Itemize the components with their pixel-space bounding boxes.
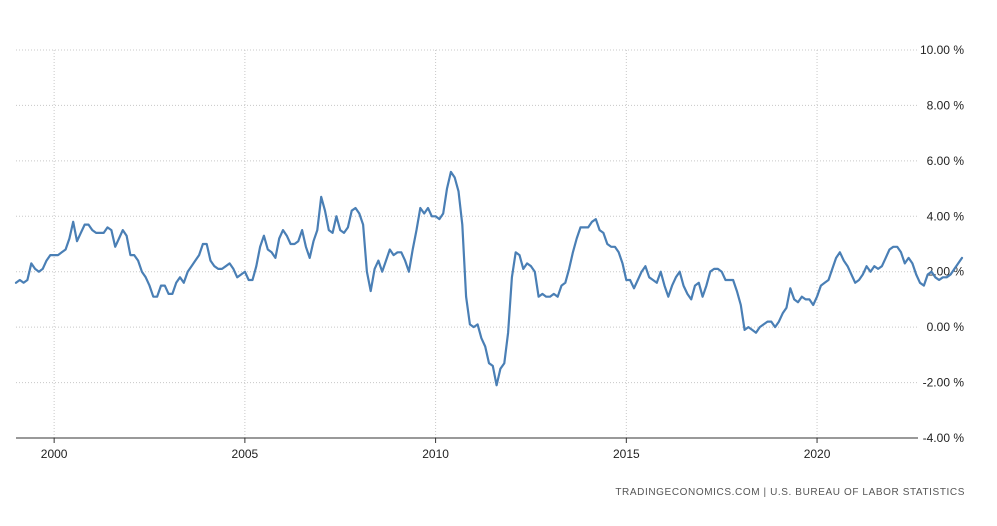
y-tick-label: 4.00 % — [927, 209, 965, 223]
y-tick-label: -2.00 % — [923, 376, 965, 390]
source-attribution: TRADINGECONOMICS.COM | U.S. BUREAU OF LA… — [615, 487, 965, 498]
x-tick-label: 2010 — [422, 447, 449, 461]
y-tick-label: -4.00 % — [923, 431, 965, 445]
y-tick-label: 6.00 % — [927, 154, 965, 168]
x-tick-label: 2000 — [41, 447, 68, 461]
x-tick-label: 2005 — [232, 447, 259, 461]
y-tick-label: 10.00 % — [920, 43, 964, 57]
x-tick-label: 2020 — [804, 447, 831, 461]
x-tick-labels: 2000 2005 2010 2015 2020 — [41, 438, 831, 461]
horizontal-gridlines — [16, 49, 918, 384]
x-tick-label: 2015 — [613, 447, 640, 461]
y-tick-label: 0.00 % — [927, 320, 965, 334]
series-line — [14, 170, 964, 387]
vertical-gridlines — [53, 50, 818, 438]
y-tick-label: 8.00 % — [927, 98, 965, 112]
y-tick-labels: -4.00 %-2.00 %0.00 %2.00 %4.00 %6.00 %8.… — [920, 43, 964, 445]
